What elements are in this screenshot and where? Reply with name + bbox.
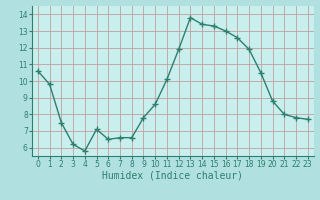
X-axis label: Humidex (Indice chaleur): Humidex (Indice chaleur) [102,171,243,181]
